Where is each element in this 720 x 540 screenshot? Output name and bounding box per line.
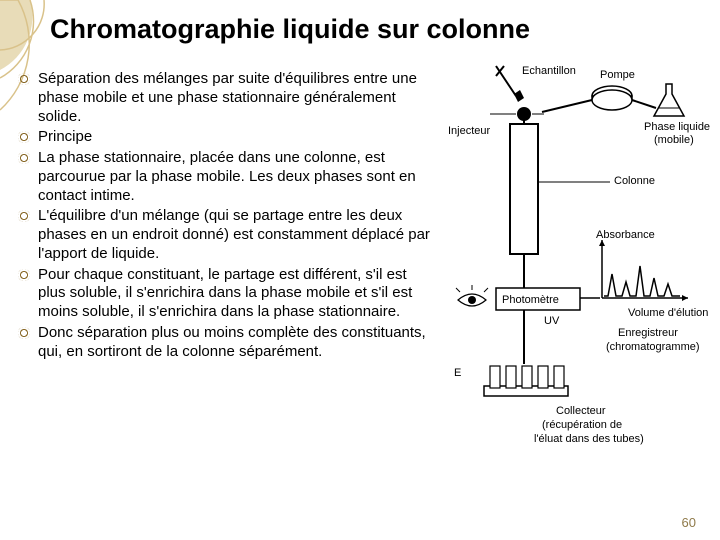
injector-icon <box>517 107 531 121</box>
bullet-item: La phase stationnaire, placée dans une c… <box>16 149 436 205</box>
chromatogram-chart: Absorbance <box>596 229 688 301</box>
bullet-item: Séparation des mélanges par suite d'équi… <box>16 70 436 126</box>
label-recup2: l'éluat dans des tubes) <box>534 433 644 445</box>
label-chromatogramme: (chromatogramme) <box>606 341 700 353</box>
syringe-icon <box>496 66 524 102</box>
page-number: 60 <box>682 515 696 530</box>
svg-text:E: E <box>454 367 461 379</box>
label-absorbance: Absorbance <box>596 229 655 241</box>
label-recup1: (récupération de <box>542 419 622 431</box>
label-photometre: Photomètre <box>502 294 559 306</box>
label-colonne: Colonne <box>614 175 655 187</box>
bullet-item: Donc séparation plus ou moins complète d… <box>16 324 436 362</box>
label-pompe: Pompe <box>600 69 635 81</box>
bullet-content: Séparation des mélanges par suite d'équi… <box>16 70 436 363</box>
bullet-item: L'équilibre d'un mélange (qui se partage… <box>16 207 436 263</box>
label-volume-elution: Volume d'élution <box>628 307 708 319</box>
pump-icon <box>592 86 632 110</box>
label-echantillon: Echantillon <box>522 65 576 77</box>
chromatography-diagram: Echantillon Pompe Phase liquide (mobile)… <box>444 64 712 484</box>
slide-title: Chromatographie liquide sur colonne <box>50 14 530 45</box>
label-mobile: (mobile) <box>654 134 694 146</box>
eye-icon <box>456 285 488 306</box>
column-icon <box>510 120 538 254</box>
label-collecteur: Collecteur <box>556 405 606 417</box>
collector-icon: E <box>454 366 568 396</box>
flask-icon <box>654 84 684 116</box>
label-enregistreur: Enregistreur <box>618 327 678 339</box>
bullet-item: Principe <box>16 128 436 147</box>
label-uv: UV <box>544 315 560 327</box>
label-injecteur: Injecteur <box>448 125 491 137</box>
label-phase-liquide: Phase liquide <box>644 121 710 133</box>
bullet-item: Pour chaque constituant, le partage est … <box>16 266 436 322</box>
